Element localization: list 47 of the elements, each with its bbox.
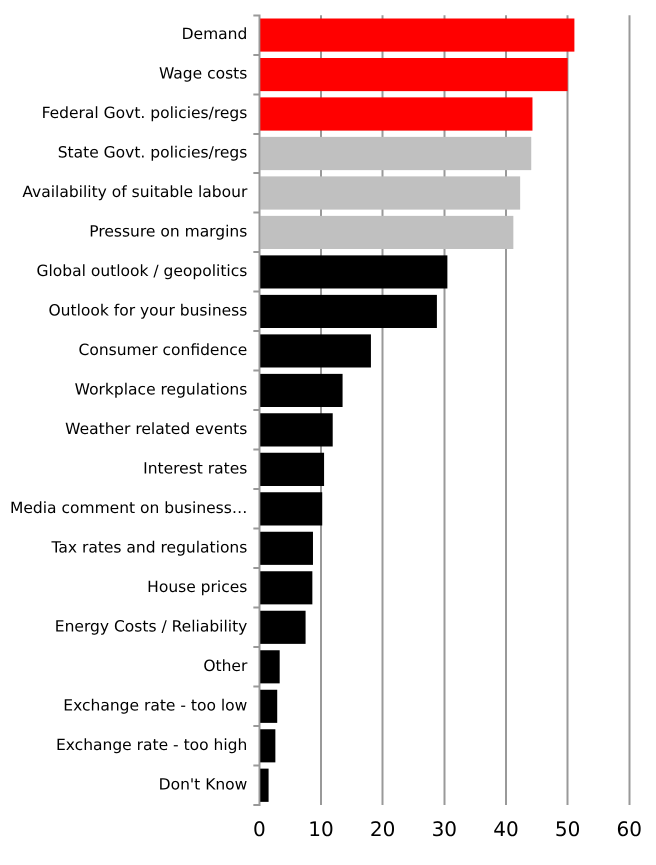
y-tick-label: Media comment on business… (10, 498, 248, 517)
y-tick-label: House prices (147, 578, 248, 596)
y-tick-label: Exchange rate - too low (63, 696, 248, 714)
bar (260, 97, 532, 131)
bar (260, 729, 276, 762)
bar (260, 571, 312, 604)
bar (260, 650, 280, 684)
bar (260, 255, 448, 289)
bar (260, 452, 324, 486)
bar (260, 294, 437, 328)
bar (260, 334, 371, 368)
y-tick-label: Interest rates (143, 459, 248, 478)
bar (260, 413, 333, 446)
bar (260, 18, 574, 52)
y-tick-label: Weather related events (65, 420, 248, 438)
x-tick-label: 20 (370, 817, 396, 842)
y-tick-label: Demand (182, 25, 248, 44)
y-tick-label: Workplace regulations (74, 380, 248, 398)
bar (260, 690, 278, 723)
bar (260, 532, 313, 565)
x-tick-label: 60 (616, 817, 642, 842)
y-tick-label: Pressure on margins (89, 222, 248, 240)
bar (260, 374, 343, 407)
y-tick-label: Global outlook / geopolitics (36, 262, 248, 280)
y-tick-label: Exchange rate - too high (56, 736, 248, 754)
y-tick-label: Consumer confidence (78, 340, 248, 359)
bar (260, 216, 514, 250)
y-tick-label: Availability of suitable labour (22, 183, 248, 202)
y-tick-label: Don't Know (158, 775, 248, 794)
x-tick-label: 10 (308, 817, 334, 842)
y-tick-label: Energy Costs / Reliability (54, 617, 248, 636)
x-tick-label: 30 (432, 817, 458, 842)
y-tick-label: Other (203, 656, 248, 675)
x-tick-label: 40 (493, 817, 519, 842)
bar (260, 136, 532, 170)
bar (260, 610, 306, 644)
bar (260, 492, 322, 526)
bar (260, 58, 568, 92)
y-tick-label: State Govt. policies/regs (58, 144, 248, 162)
y-tick-label: Outlook for your business (48, 301, 248, 320)
y-tick-label: Wage costs (158, 64, 248, 83)
y-tick-label: Tax rates and regulations (50, 538, 248, 556)
bar (260, 176, 520, 210)
bar (260, 768, 269, 802)
x-tick-label: 50 (554, 817, 580, 842)
y-tick-label: Federal Govt. policies/regs (42, 104, 248, 122)
x-tick-label: 0 (252, 817, 266, 842)
